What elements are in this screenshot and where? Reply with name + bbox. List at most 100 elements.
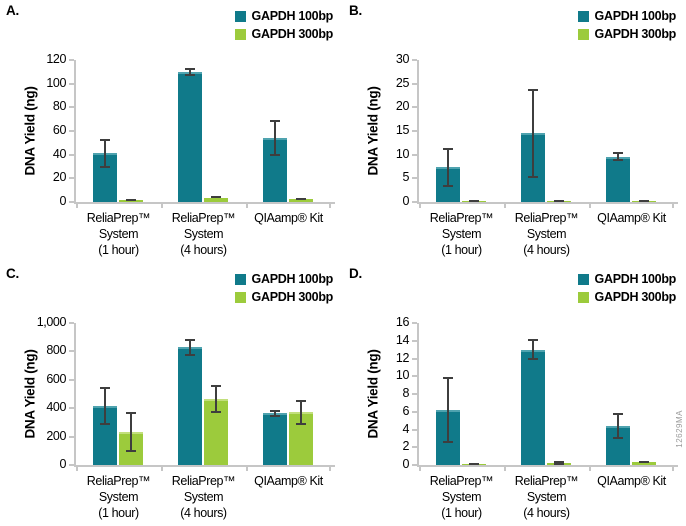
error-bar: [270, 409, 280, 417]
error-bar: [100, 386, 110, 426]
y-tick-label: 0: [59, 457, 66, 471]
y-tick-label: 5: [402, 170, 409, 185]
category-label-line: (4 hours): [180, 243, 227, 257]
y-tick-label: 60: [52, 123, 67, 137]
error-bar: [126, 412, 136, 453]
y-tick-label: 8: [402, 386, 409, 400]
x-tick: [589, 202, 591, 208]
error-bar-line: [447, 377, 449, 443]
category-label-line: ReliaPrep™: [171, 211, 236, 225]
panel-letter: C.: [6, 266, 20, 281]
legend-swatch-teal: [234, 10, 246, 22]
x-tick: [76, 465, 78, 471]
legend: GAPDH 100bp GAPDH 300bp: [577, 9, 676, 45]
category-label: QIAamp® Kit: [589, 473, 674, 489]
y-tick: [69, 82, 74, 85]
y-tick: [412, 393, 417, 395]
legend-swatch-green: [577, 291, 589, 303]
legend: GAPDH 100bp GAPDH 300bp: [577, 272, 677, 308]
panel-a: A. GAPDH 100bp GAPDH 300bp DNA Yield (ng…: [0, 0, 343, 263]
legend-entry-gapdh-300bp: GAPDH 300bp: [234, 290, 334, 304]
error-bar-cap-bottom: [211, 411, 221, 414]
error-bar-line: [532, 88, 534, 178]
y-tick-label: 200: [46, 428, 66, 443]
x-tick: [419, 202, 421, 208]
error-bar-cap-bottom: [469, 462, 479, 465]
x-axis-line: [74, 202, 335, 204]
y-tick-label: 40: [52, 146, 67, 161]
bar-gapdh-100bp: [178, 347, 202, 465]
y-tick-label: 80: [52, 99, 67, 114]
category-label-line: System: [183, 490, 224, 504]
error-bar-cap-bottom: [554, 199, 564, 202]
error-bar-cap-top: [554, 461, 564, 464]
chart-plot: 0 200 400 600 800 1,000: [37, 315, 335, 471]
error-bar: [211, 384, 221, 414]
legend-label: GAPDH 100bp: [594, 272, 677, 286]
error-bar-line: [104, 386, 106, 426]
category-label-line: ReliaPrep™: [86, 474, 151, 488]
y-tick: [412, 106, 417, 109]
error-bar-cap-bottom: [296, 197, 306, 200]
legend-swatch-teal: [234, 273, 246, 285]
category-label-line: QIAamp® Kit: [597, 211, 666, 225]
error-bar-cap-bottom: [185, 73, 195, 76]
y-tick-label: 15: [395, 123, 410, 137]
error-bar-cap-bottom: [211, 196, 221, 199]
legend-label: GAPDH 300bp: [251, 290, 334, 304]
y-axis-line: [417, 323, 419, 467]
error-bar: [443, 377, 453, 443]
error-bar-cap-top: [528, 338, 538, 341]
category-label-line: System: [98, 490, 139, 504]
category-label-line: ReliaPrep™: [429, 474, 494, 488]
legend-entry-gapdh-100bp: GAPDH 100bp: [234, 272, 334, 286]
error-bar-cap-top: [100, 386, 110, 389]
x-axis-line: [74, 465, 335, 467]
x-category-labels: ReliaPrep™ System (1 hour) ReliaPrep™ System…: [419, 473, 674, 523]
error-bar-cap-top: [185, 338, 195, 341]
error-bar-cap-bottom: [443, 185, 453, 188]
error-bar-line: [104, 139, 106, 168]
panel-letter: B.: [349, 3, 363, 18]
y-tick-label: 10: [395, 146, 410, 161]
error-bar: [296, 197, 306, 200]
x-category-labels: ReliaPrep™ System (1 hour) ReliaPrep™ System…: [76, 473, 331, 523]
legend-label: GAPDH 100bp: [251, 272, 334, 286]
y-tick-label: 0: [59, 194, 66, 208]
x-tick: [246, 202, 248, 208]
y-tick-label: 800: [46, 343, 66, 358]
error-bar: [270, 120, 280, 156]
error-bar-cap-top: [270, 409, 280, 412]
y-tick: [69, 435, 74, 438]
panel-b: B. GAPDH 100bp GAPDH 300bp DNA Yield (ng…: [343, 0, 686, 263]
error-bar-line: [189, 67, 191, 76]
panel-letter: A.: [6, 3, 20, 18]
y-tick: [412, 201, 417, 203]
legend-entry-gapdh-100bp: GAPDH 100bp: [234, 9, 334, 23]
y-axis-line: [74, 60, 76, 204]
bar-gapdh-300bp: [632, 462, 656, 465]
y-tick: [69, 177, 74, 180]
legend-label: GAPDH 300bp: [594, 290, 677, 304]
category-label: QIAamp® Kit: [246, 210, 331, 226]
y-tick: [69, 407, 74, 410]
legend-label: GAPDH 100bp: [251, 9, 334, 23]
error-bar-cap-bottom: [528, 358, 538, 361]
y-tick: [412, 82, 417, 85]
legend-swatch-green: [234, 28, 246, 40]
error-bar-cap-top: [528, 88, 538, 91]
category-label: ReliaPrep™ System (1 hour): [76, 473, 161, 521]
y-axis-label: DNA Yield (ng): [22, 349, 38, 439]
x-tick: [329, 202, 331, 208]
x-tick: [161, 202, 163, 208]
panel-d: D. GAPDH 100bp GAPDH 300bp DNA Yield (ng…: [343, 263, 686, 526]
error-bar-cap-top: [126, 412, 136, 415]
panel-letter: D.: [349, 266, 363, 281]
error-bar-cap-bottom: [639, 461, 649, 464]
category-label: QIAamp® Kit: [589, 210, 674, 226]
category-label: QIAamp® Kit: [246, 473, 331, 489]
category-label-line: QIAamp® Kit: [597, 474, 666, 488]
bar-gapdh-100bp: [606, 156, 630, 202]
error-bar: [554, 199, 564, 202]
y-tick: [69, 322, 74, 324]
